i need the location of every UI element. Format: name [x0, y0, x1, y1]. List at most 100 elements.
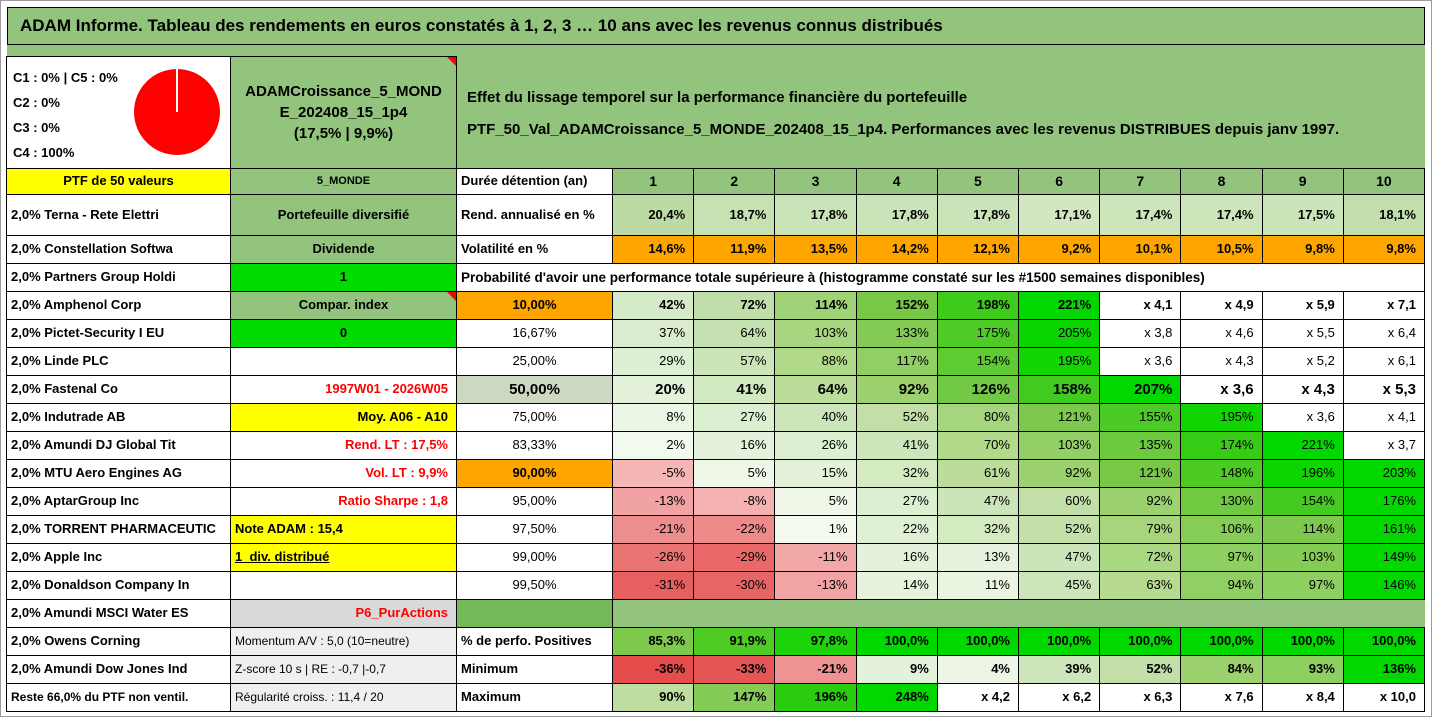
- value-cell[interactable]: 47%: [936, 487, 1019, 516]
- value-cell[interactable]: 9%: [855, 655, 938, 684]
- value-cell[interactable]: 4%: [936, 655, 1019, 684]
- row-label-cell[interactable]: % de perfo. Positives: [456, 627, 613, 656]
- value-cell[interactable]: x 3,6: [1099, 347, 1182, 376]
- row-label-cell[interactable]: 16,67%: [456, 319, 613, 348]
- value-cell[interactable]: 64%: [693, 319, 776, 348]
- value-cell[interactable]: 17,4%: [1099, 194, 1182, 236]
- value-cell[interactable]: 207%: [1099, 375, 1182, 404]
- value-cell[interactable]: 9,2%: [1017, 235, 1101, 264]
- value-cell[interactable]: 92%: [855, 375, 938, 404]
- value-cell[interactable]: x 4,2: [936, 683, 1019, 712]
- value-cell[interactable]: 205%: [1017, 319, 1101, 348]
- allocation-summary-cell[interactable]: C1 : 0% | C5 : 0% C2 : 0% C3 : 0% C4 : 100%: [6, 56, 231, 169]
- value-cell[interactable]: 32%: [855, 459, 938, 488]
- portfolio-name-cell[interactable]: ADAMCroissance_5_MOND E_202408_15_1p4 (1…: [230, 56, 457, 169]
- holding-cell[interactable]: 2,0% Owens Corning: [6, 627, 231, 656]
- value-cell[interactable]: 196%: [1261, 459, 1344, 488]
- value-cell[interactable]: 93%: [1261, 655, 1344, 684]
- value-cell[interactable]: 100,0%: [1342, 627, 1425, 656]
- year-header-cell[interactable]: 3: [774, 168, 857, 195]
- value-cell[interactable]: 174%: [1180, 431, 1263, 460]
- value-cell[interactable]: x 3,6: [1261, 403, 1344, 432]
- portfolio-attribute-cell[interactable]: Momentum A/V : 5,0 (10=neutre): [230, 627, 457, 656]
- value-cell[interactable]: 14,6%: [612, 235, 695, 264]
- value-cell[interactable]: 154%: [1261, 487, 1344, 516]
- ptf-header-cell[interactable]: PTF de 50 valeurs: [6, 168, 231, 195]
- value-cell[interactable]: -33%: [693, 655, 776, 684]
- year-header-cell[interactable]: 2: [693, 168, 776, 195]
- value-cell[interactable]: 14,2%: [855, 235, 938, 264]
- value-cell[interactable]: 135%: [1099, 431, 1182, 460]
- year-header-cell[interactable]: 10: [1342, 168, 1425, 195]
- duration-label-cell[interactable]: Durée détention (an): [456, 168, 613, 195]
- year-header-cell[interactable]: 6: [1017, 168, 1101, 195]
- portfolio-attribute-cell[interactable]: Z-score 10 s | RE : -0,7 |-0,7: [230, 655, 457, 684]
- row-label-cell[interactable]: 95,00%: [456, 487, 613, 516]
- value-cell[interactable]: 47%: [1017, 543, 1101, 572]
- holding-cell[interactable]: 2,0% TORRENT PHARMACEUTIC: [6, 515, 231, 544]
- spacer-cell[interactable]: [456, 599, 613, 628]
- value-cell[interactable]: 103%: [1017, 431, 1101, 460]
- year-header-cell[interactable]: 4: [855, 168, 938, 195]
- value-cell[interactable]: 9,8%: [1261, 235, 1344, 264]
- value-cell[interactable]: x 4,3: [1180, 347, 1263, 376]
- value-cell[interactable]: 27%: [693, 403, 776, 432]
- value-cell[interactable]: -13%: [612, 487, 695, 516]
- value-cell[interactable]: 10,1%: [1099, 235, 1182, 264]
- value-cell[interactable]: 39%: [1017, 655, 1101, 684]
- row-label-cell[interactable]: 10,00%: [456, 291, 613, 320]
- value-cell[interactable]: 1%: [774, 515, 857, 544]
- value-cell[interactable]: 52%: [1099, 655, 1182, 684]
- value-cell[interactable]: x 4,1: [1099, 291, 1182, 320]
- value-cell[interactable]: x 4,1: [1342, 403, 1425, 432]
- value-cell[interactable]: 100,0%: [855, 627, 938, 656]
- value-cell[interactable]: x 6,3: [1099, 683, 1182, 712]
- value-cell[interactable]: 121%: [1017, 403, 1101, 432]
- value-cell[interactable]: x 3,7: [1342, 431, 1425, 460]
- year-header-cell[interactable]: 8: [1180, 168, 1263, 195]
- row-label-cell[interactable]: 75,00%: [456, 403, 613, 432]
- portfolio-attribute-cell[interactable]: Note ADAM : 15,4: [230, 515, 457, 544]
- value-cell[interactable]: 100,0%: [936, 627, 1019, 656]
- portfolio-attribute-cell[interactable]: 1: [230, 263, 457, 292]
- year-header-cell[interactable]: 1: [612, 168, 695, 195]
- value-cell[interactable]: 37%: [612, 319, 695, 348]
- portfolio-attribute-cell[interactable]: 0: [230, 319, 457, 348]
- value-cell[interactable]: x 6,2: [1017, 683, 1101, 712]
- portfolio-attribute-cell[interactable]: Dividende: [230, 235, 457, 264]
- value-cell[interactable]: x 7,6: [1180, 683, 1263, 712]
- holding-cell[interactable]: 2,0% Amundi DJ Global Tit: [6, 431, 231, 460]
- value-cell[interactable]: -5%: [612, 459, 695, 488]
- value-cell[interactable]: 22%: [855, 515, 938, 544]
- portfolio-attribute-cell[interactable]: Régularité croiss. : 11,4 / 20: [230, 683, 457, 712]
- value-cell[interactable]: 158%: [1017, 375, 1101, 404]
- value-cell[interactable]: 195%: [1180, 403, 1263, 432]
- value-cell[interactable]: -22%: [693, 515, 776, 544]
- value-cell[interactable]: 196%: [774, 683, 857, 712]
- value-cell[interactable]: 15%: [774, 459, 857, 488]
- value-cell[interactable]: -13%: [774, 571, 857, 600]
- value-cell[interactable]: 103%: [1261, 543, 1344, 572]
- row-label-cell[interactable]: 25,00%: [456, 347, 613, 376]
- row-label-cell[interactable]: 83,33%: [456, 431, 613, 460]
- value-cell[interactable]: 80%: [936, 403, 1019, 432]
- holding-cell[interactable]: 2,0% Indutrade AB: [6, 403, 231, 432]
- value-cell[interactable]: 100,0%: [1017, 627, 1101, 656]
- value-cell[interactable]: -11%: [774, 543, 857, 572]
- value-cell[interactable]: 57%: [693, 347, 776, 376]
- value-cell[interactable]: 5%: [774, 487, 857, 516]
- value-cell[interactable]: 248%: [855, 683, 938, 712]
- value-cell[interactable]: 121%: [1099, 459, 1182, 488]
- holding-cell[interactable]: 2,0% MTU Aero Engines AG: [6, 459, 231, 488]
- value-cell[interactable]: 103%: [774, 319, 857, 348]
- value-cell[interactable]: 97%: [1180, 543, 1263, 572]
- value-cell[interactable]: -21%: [774, 655, 857, 684]
- value-cell[interactable]: -36%: [612, 655, 695, 684]
- value-cell[interactable]: 41%: [855, 431, 938, 460]
- value-cell[interactable]: 27%: [855, 487, 938, 516]
- value-cell[interactable]: 203%: [1342, 459, 1425, 488]
- value-cell[interactable]: x 4,3: [1261, 375, 1344, 404]
- row-label-cell[interactable]: Volatilité en %: [456, 235, 613, 264]
- value-cell[interactable]: 45%: [1017, 571, 1101, 600]
- value-cell[interactable]: 161%: [1342, 515, 1425, 544]
